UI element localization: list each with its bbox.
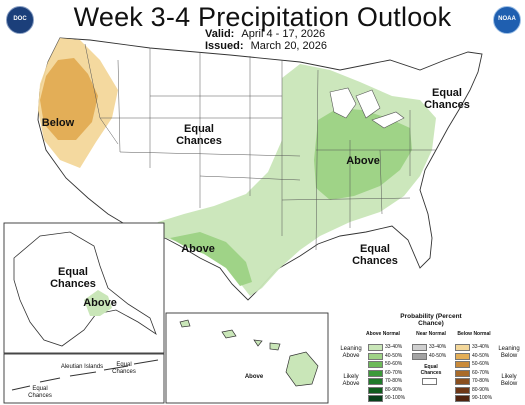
- label-above-east: Above: [346, 155, 380, 167]
- issued-label: Issued:: [205, 40, 244, 52]
- below-zone-dark: [40, 58, 98, 140]
- legend-below-label: 50-60%: [472, 361, 490, 367]
- aleutian-inset-frame: [3, 353, 165, 404]
- great-lakes: [329, 87, 405, 129]
- legend-equal-swatch: [422, 378, 437, 385]
- label-equal-aleutian-2: Equal Chances: [28, 386, 52, 399]
- doc-logo: DOC: [6, 6, 34, 34]
- issued-line: Issued: March 20, 2026: [205, 40, 327, 52]
- legend-above-swatch: [368, 369, 383, 377]
- page-title: Week 3-4 Precipitation Outlook: [73, 2, 452, 32]
- label-above-alaska: Above: [83, 297, 117, 309]
- label-above-south: Above: [181, 243, 215, 255]
- alaska-outline: [13, 231, 157, 347]
- legend-above-head: Above Normal: [366, 331, 400, 337]
- legend-above-label: 40-50%: [385, 352, 403, 359]
- label-equal-west: Equal Chances: [176, 123, 222, 147]
- legend-above-label: 60-70%: [385, 369, 403, 376]
- legend-equal-head: Equal Chances: [420, 364, 442, 376]
- legend-above-label: 80-90%: [385, 386, 403, 393]
- legend-near-label: 33-40%: [429, 344, 447, 350]
- above-zone-mid-south: [170, 232, 252, 286]
- state-borders: [84, 43, 436, 251]
- alaska-above-zone: [84, 290, 112, 316]
- legend-near-swatch: [412, 352, 427, 360]
- legend-below-swatch: [455, 386, 470, 394]
- aleutian-islands: [11, 359, 159, 391]
- legend-leaning-above: Leaning Above: [340, 346, 362, 359]
- legend-above-label: 50-60%: [385, 361, 403, 367]
- legend-likely-above: Likely Above: [342, 374, 360, 387]
- legend-below-swatch: [455, 369, 470, 377]
- legend-near-head: Near Normal: [416, 331, 446, 337]
- legend-above-label: 33-40%: [385, 344, 403, 350]
- label-equal-aleutian-1: Equal Chances: [112, 362, 136, 375]
- label-below-west: Below: [41, 117, 75, 129]
- legend-likely-below: Likely Below: [500, 374, 518, 387]
- label-above-hawaii: Above: [244, 374, 264, 380]
- legend-above-swatch: [368, 344, 383, 351]
- label-equal-southeast: Equal Chances: [352, 243, 398, 267]
- legend-below-label: 70-80%: [472, 378, 490, 384]
- noaa-logo: NOAA: [493, 6, 521, 34]
- legend-above-label: 70-80%: [385, 378, 403, 384]
- legend-above-swatch: [368, 352, 383, 360]
- legend-above-label: 90-100%: [385, 395, 406, 401]
- legend-below-label: 80-90%: [472, 386, 490, 393]
- hawaii-islands: [179, 319, 319, 387]
- legend-below-swatch: [455, 352, 470, 360]
- legend-below-swatch: [455, 344, 470, 351]
- legend-below-label: 40-50%: [472, 352, 490, 359]
- legend-below-swatch: [455, 378, 470, 385]
- legend-below-swatch: [455, 395, 470, 402]
- legend-below-label: 90-100%: [472, 395, 493, 401]
- legend-below-swatch: [455, 361, 470, 368]
- legend-above-swatch: [368, 386, 383, 394]
- label-equal-northeast: Equal Chances: [424, 87, 470, 111]
- above-zone-mid-east: [314, 108, 412, 200]
- label-aleutian-islands: Aleutian Islands: [60, 364, 104, 370]
- doc-logo-text: DOC: [13, 16, 27, 22]
- legend-above-swatch: [368, 378, 383, 385]
- legend-below-label: 60-70%: [472, 369, 490, 376]
- label-equal-alaska: Equal Chances: [50, 266, 96, 290]
- legend-above-swatch: [368, 361, 383, 368]
- issued-value: March 20, 2026: [250, 40, 328, 52]
- legend-near-swatch: [412, 344, 427, 351]
- legend-below-head: Below Normal: [457, 331, 491, 337]
- legend-leaning-below: Leaning Below: [498, 346, 520, 359]
- legend-title: Probability (Percent Chance): [400, 313, 462, 327]
- legend-below-label: 33-40%: [472, 344, 490, 350]
- valid-value: April 4 - 17, 2026: [241, 28, 326, 40]
- noaa-logo-text: NOAA: [498, 16, 516, 22]
- valid-line: Valid: April 4 - 17, 2026: [205, 28, 325, 40]
- legend-above-swatch: [368, 395, 383, 402]
- valid-label: Valid:: [205, 28, 235, 40]
- legend-near-label: 40-50%: [429, 352, 447, 359]
